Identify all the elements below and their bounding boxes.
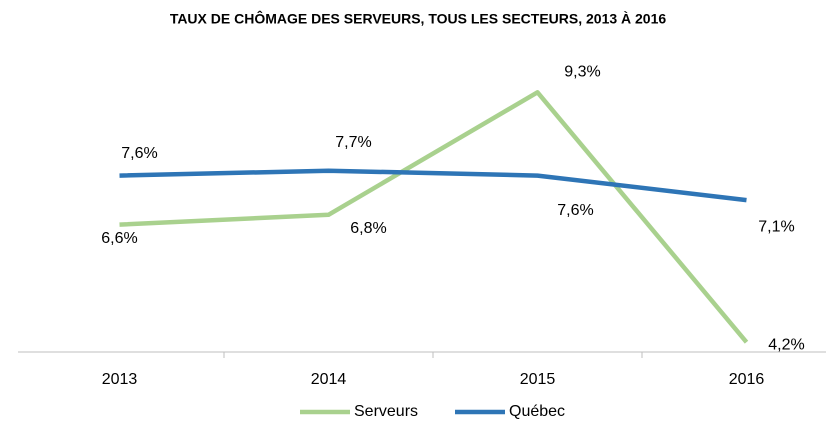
data-label: 4,2%: [768, 336, 804, 353]
data-label: 7,1%: [758, 218, 794, 235]
data-label: 7,6%: [121, 145, 157, 162]
data-label: 7,6%: [557, 202, 593, 219]
data-label: 6,6%: [101, 230, 137, 247]
chart-title: TAUX DE CHÔMAGE DES SERVEURS, TOUS LES S…: [170, 10, 667, 27]
data-label: 6,8%: [350, 220, 386, 237]
x-tick-label: 2015: [520, 371, 556, 388]
data-label: 7,7%: [335, 134, 371, 151]
legend-label: Québec: [509, 403, 565, 420]
legend-label: Serveurs: [354, 403, 418, 420]
x-tick-label: 2016: [729, 371, 765, 388]
data-label: 9,3%: [564, 64, 600, 81]
x-tick-label: 2013: [102, 371, 138, 388]
line-series: [119, 168, 747, 203]
line-series: [119, 90, 749, 344]
x-tick-label: 2014: [311, 371, 347, 388]
